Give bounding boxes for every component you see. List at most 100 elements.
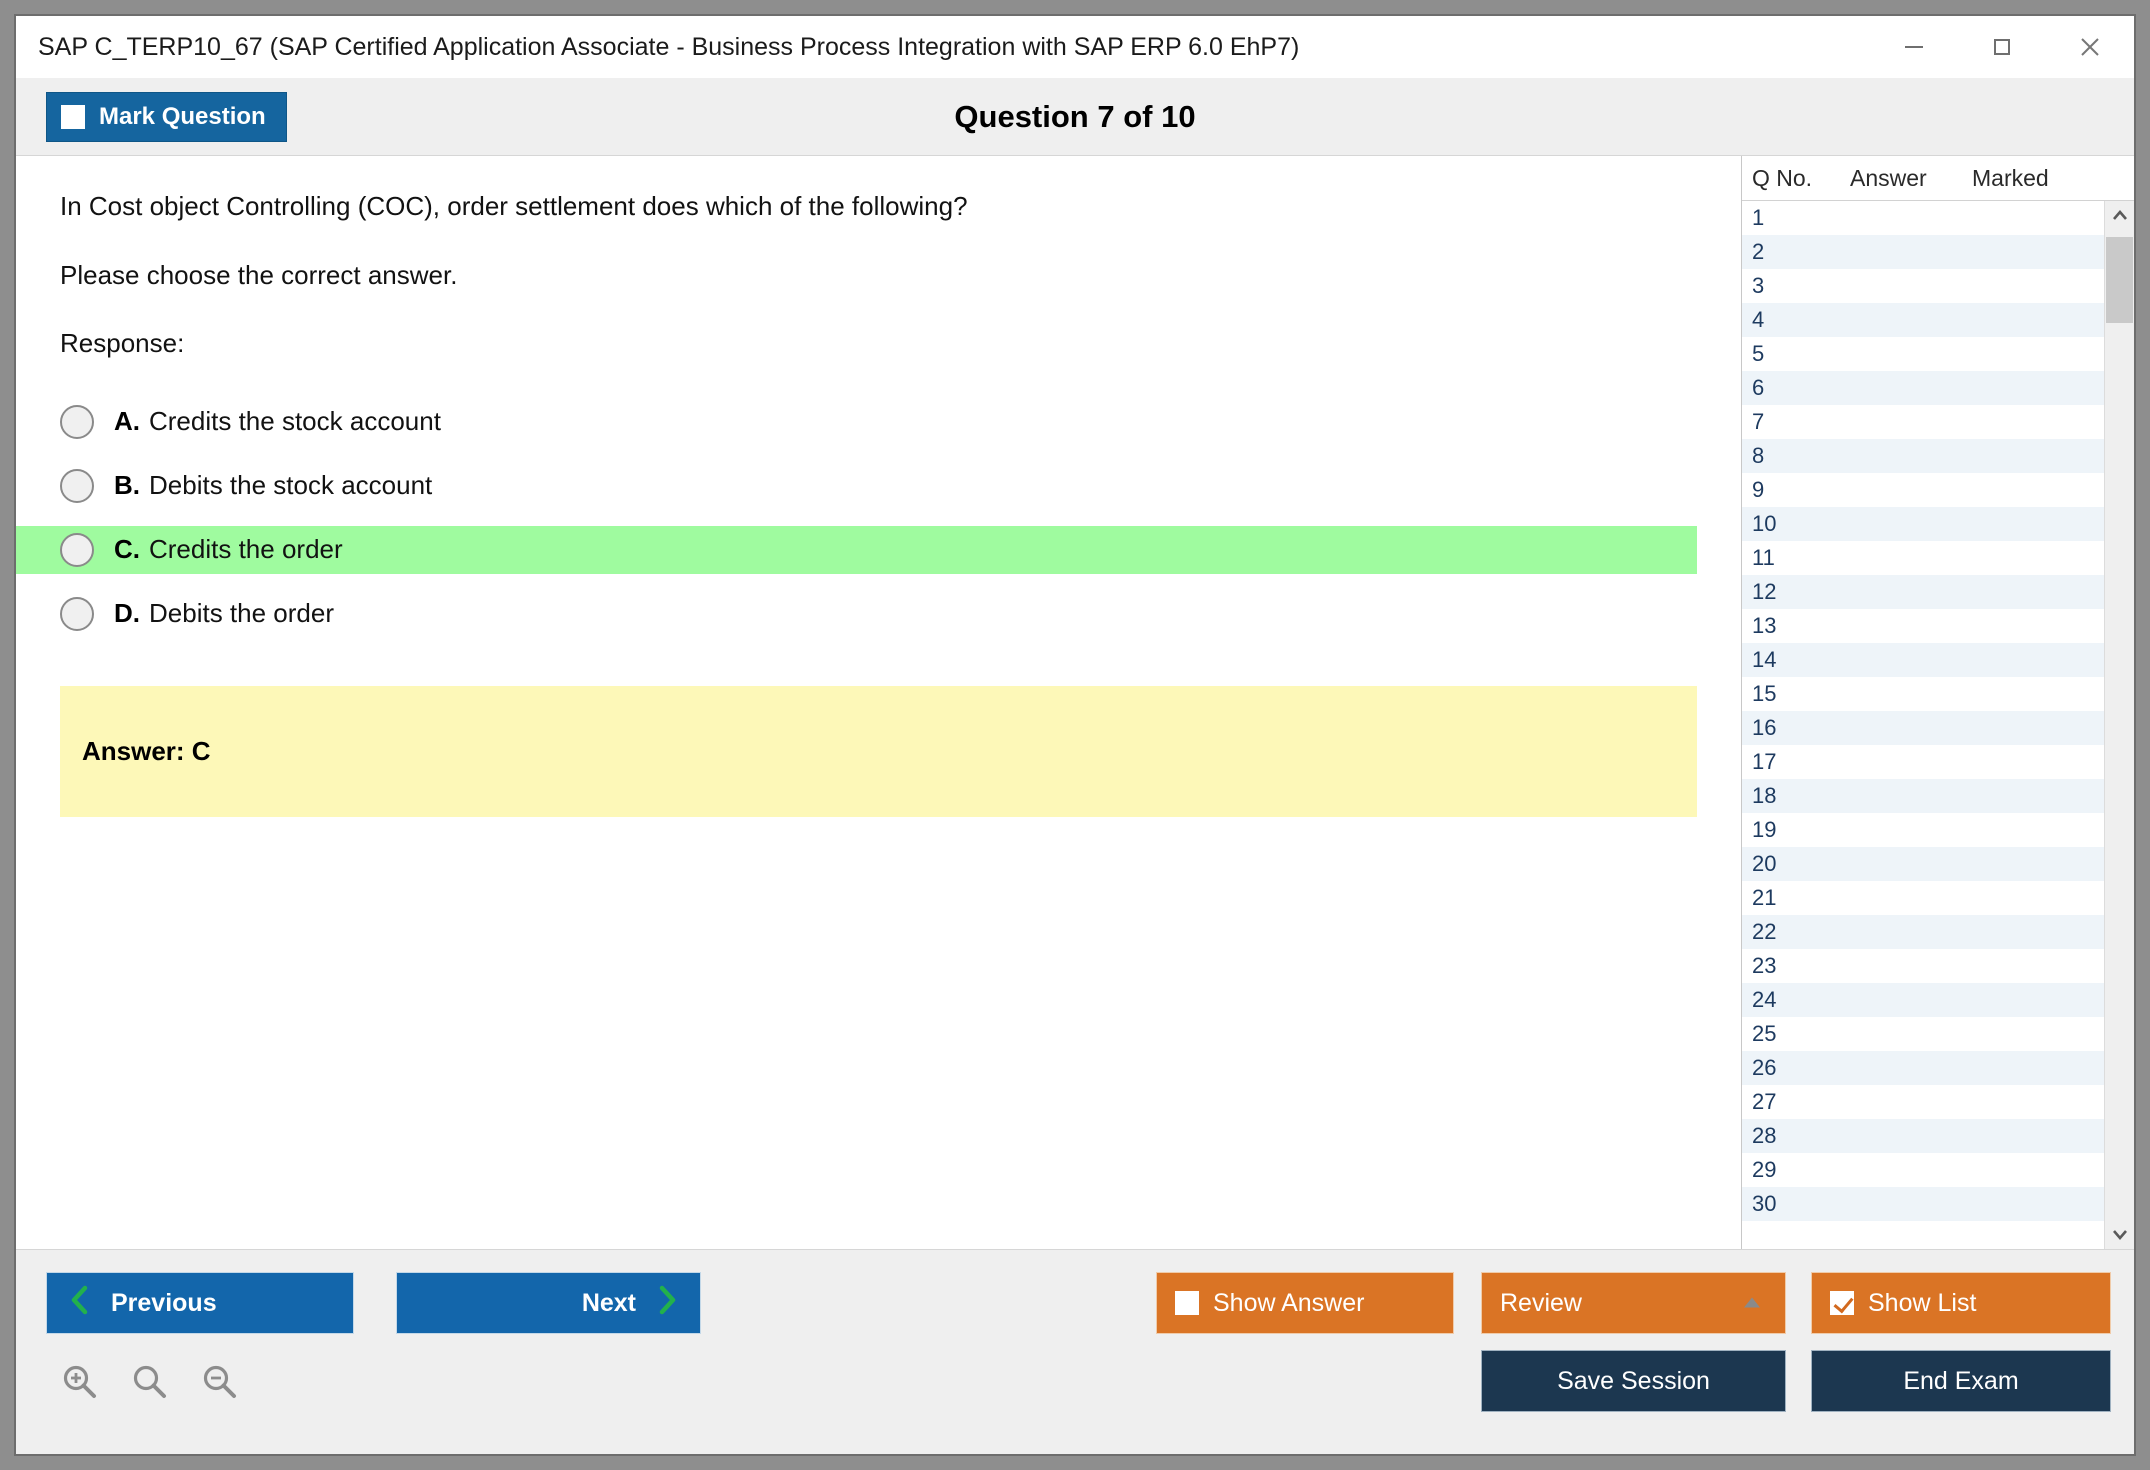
question-list-row[interactable]: 7 bbox=[1742, 405, 2104, 439]
question-list-row[interactable]: 1 bbox=[1742, 201, 2104, 235]
show-list-button[interactable]: Show List bbox=[1811, 1272, 2111, 1334]
next-label: Next bbox=[581, 1288, 636, 1317]
question-list-cell-qno: 26 bbox=[1752, 1055, 1777, 1080]
question-list-cell-qno: 10 bbox=[1752, 511, 1777, 536]
mark-question-button[interactable]: Mark Question bbox=[46, 91, 287, 142]
answer-option-radio[interactable] bbox=[60, 404, 94, 439]
question-list-row[interactable]: 16 bbox=[1742, 711, 2104, 745]
answer-options: A. Credits the stock account B. Debits the … bbox=[16, 398, 1741, 638]
minimize-icon bbox=[1900, 33, 1928, 61]
question-list-row[interactable]: 2 bbox=[1742, 235, 2104, 269]
show-list-checkbox[interactable] bbox=[1830, 1291, 1854, 1315]
question-list-cell-qno: 5 bbox=[1752, 341, 1765, 366]
question-list-row[interactable]: 26 bbox=[1742, 1051, 2104, 1085]
minimize-button[interactable] bbox=[1870, 16, 1958, 78]
zoom-reset-icon[interactable] bbox=[130, 1362, 170, 1407]
question-list-row[interactable]: 6 bbox=[1742, 371, 2104, 405]
end-exam-label: End Exam bbox=[1903, 1366, 2019, 1395]
question-list-row[interactable]: 19 bbox=[1742, 813, 2104, 847]
response-label: Response: bbox=[60, 328, 185, 359]
answer-option-letter: C. bbox=[114, 534, 140, 565]
question-list-row[interactable]: 21 bbox=[1742, 881, 2104, 915]
question-list-row[interactable]: 24 bbox=[1742, 983, 2104, 1017]
question-list-panel: Q No. Answer Marked 1 2 3 4 5 6 7 8 9 10 11 12 13 14 1… bbox=[1741, 156, 2134, 1249]
answer-option-row[interactable]: B. Debits the stock account bbox=[16, 462, 1697, 510]
answer-option-radio[interactable] bbox=[60, 532, 94, 567]
question-list-cell-qno: 23 bbox=[1752, 953, 1777, 978]
answer-option-row[interactable]: C. Credits the order bbox=[16, 525, 1697, 574]
question-instruction: Please choose the correct answer. bbox=[60, 259, 458, 290]
triangle-up-icon bbox=[1741, 1289, 1763, 1318]
answer-option-text: Debits the stock account bbox=[149, 470, 433, 501]
question-list-cell-qno: 15 bbox=[1752, 681, 1777, 706]
answer-option-letter: A. bbox=[114, 406, 140, 437]
question-list-row[interactable]: 18 bbox=[1742, 779, 2104, 813]
question-list-row[interactable]: 27 bbox=[1742, 1085, 2104, 1119]
question-list-row[interactable]: 12 bbox=[1742, 575, 2104, 609]
scroll-down-button[interactable] bbox=[2105, 1219, 2134, 1249]
question-prompt: In Cost object Controlling (COC), order … bbox=[60, 191, 968, 221]
question-list-cell-qno: 11 bbox=[1752, 545, 1775, 570]
question-pane: In Cost object Controlling (COC), order … bbox=[16, 156, 1741, 1249]
chevron-up-icon bbox=[2110, 206, 2130, 226]
question-list-row[interactable]: 17 bbox=[1742, 745, 2104, 779]
question-list-row[interactable]: 30 bbox=[1742, 1187, 2104, 1221]
answer-option-radio[interactable] bbox=[60, 468, 94, 503]
question-list-cell-qno: 18 bbox=[1752, 783, 1777, 808]
question-list-cell-qno: 28 bbox=[1752, 1123, 1777, 1148]
previous-label: Previous bbox=[111, 1288, 217, 1317]
question-list-scrollbar[interactable] bbox=[2104, 201, 2134, 1249]
show-answer-button[interactable]: Show Answer bbox=[1156, 1272, 1454, 1334]
answer-reveal-box: Answer: C bbox=[60, 685, 1697, 817]
question-list-row[interactable]: 10 bbox=[1742, 507, 2104, 541]
question-list-row[interactable]: 13 bbox=[1742, 609, 2104, 643]
question-list-row[interactable]: 4 bbox=[1742, 303, 2104, 337]
next-button[interactable]: Next bbox=[396, 1272, 701, 1334]
question-list-cell-qno: 13 bbox=[1752, 613, 1777, 638]
question-list-cell-qno: 19 bbox=[1752, 817, 1777, 842]
answer-option-row[interactable]: A. Credits the stock account bbox=[16, 398, 1697, 446]
zoom-in-icon[interactable] bbox=[60, 1362, 100, 1407]
scrollbar-track[interactable] bbox=[2105, 231, 2134, 1219]
question-list-row[interactable]: 25 bbox=[1742, 1017, 2104, 1051]
question-list-row[interactable]: 23 bbox=[1742, 949, 2104, 983]
scrollbar-thumb[interactable] bbox=[2106, 237, 2133, 323]
answer-option-row[interactable]: D. Debits the order bbox=[16, 590, 1697, 638]
question-list-row[interactable]: 9 bbox=[1742, 473, 2104, 507]
question-list-cell-qno: 22 bbox=[1752, 919, 1777, 944]
question-list-cell-qno: 12 bbox=[1752, 579, 1777, 604]
chevron-left-icon bbox=[69, 1284, 91, 1323]
answer-option-letter: B. bbox=[114, 470, 140, 501]
review-dropdown[interactable]: Review bbox=[1481, 1272, 1786, 1334]
question-list-cell-qno: 27 bbox=[1752, 1089, 1777, 1114]
exam-body: In Cost object Controlling (COC), order … bbox=[16, 156, 2134, 1249]
previous-button[interactable]: Previous bbox=[46, 1272, 354, 1334]
close-button[interactable] bbox=[2046, 16, 2134, 78]
save-session-button[interactable]: Save Session bbox=[1481, 1350, 1786, 1412]
question-list-row[interactable]: 22 bbox=[1742, 915, 2104, 949]
answer-option-radio[interactable] bbox=[60, 596, 94, 631]
question-list-row[interactable]: 29 bbox=[1742, 1153, 2104, 1187]
question-list-row[interactable]: 5 bbox=[1742, 337, 2104, 371]
maximize-button[interactable] bbox=[1958, 16, 2046, 78]
question-list-row[interactable]: 28 bbox=[1742, 1119, 2104, 1153]
show-answer-label: Show Answer bbox=[1213, 1288, 1365, 1317]
question-list-cell-qno: 29 bbox=[1752, 1157, 1777, 1182]
question-list-row[interactable]: 14 bbox=[1742, 643, 2104, 677]
answer-reveal-text: Answer: C bbox=[82, 735, 211, 766]
question-list-cell-qno: 6 bbox=[1752, 375, 1765, 400]
question-list-row[interactable]: 11 bbox=[1742, 541, 2104, 575]
show-answer-checkbox[interactable] bbox=[1175, 1291, 1199, 1315]
maximize-icon bbox=[1988, 33, 2016, 61]
end-exam-button[interactable]: End Exam bbox=[1811, 1350, 2111, 1412]
question-list-row[interactable]: 20 bbox=[1742, 847, 2104, 881]
show-list-label: Show List bbox=[1868, 1288, 1977, 1317]
scroll-up-button[interactable] bbox=[2105, 201, 2134, 231]
mark-question-checkbox[interactable] bbox=[61, 104, 85, 129]
question-list-row[interactable]: 3 bbox=[1742, 269, 2104, 303]
column-header-answer: Answer bbox=[1850, 164, 1927, 191]
question-list-row[interactable]: 8 bbox=[1742, 439, 2104, 473]
window-controls bbox=[1870, 16, 2134, 78]
question-list-row[interactable]: 15 bbox=[1742, 677, 2104, 711]
zoom-out-icon[interactable] bbox=[200, 1362, 240, 1407]
